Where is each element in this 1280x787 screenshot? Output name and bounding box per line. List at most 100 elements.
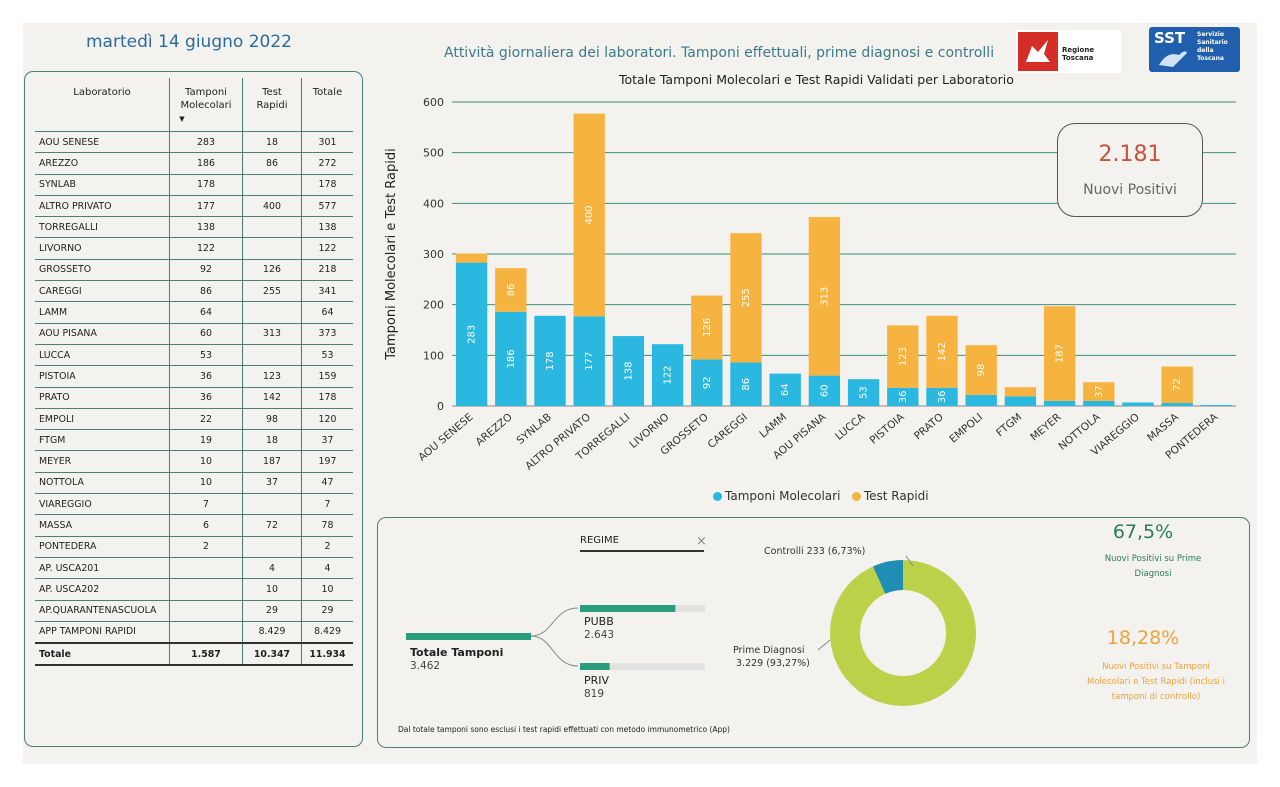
pubb-bar-fill[interactable] bbox=[580, 605, 676, 612]
table-cell bbox=[169, 578, 243, 601]
bar-rapidi[interactable] bbox=[1043, 306, 1076, 401]
bar-rapidi[interactable] bbox=[926, 315, 958, 388]
bar-molecolari[interactable] bbox=[769, 373, 801, 406]
table-cell bbox=[242, 174, 302, 196]
clear-filter-icon[interactable]: × bbox=[696, 534, 707, 549]
priv-bar-fill[interactable] bbox=[580, 663, 610, 670]
bar-molecolari[interactable] bbox=[926, 387, 958, 406]
bar-molecolari[interactable] bbox=[612, 336, 645, 406]
table-row[interactable]: MASSA 6 72 78 bbox=[35, 514, 353, 537]
bar-data-label: 283 bbox=[467, 325, 478, 344]
bar-rapidi[interactable] bbox=[808, 217, 841, 376]
bar-molecolari[interactable] bbox=[651, 344, 684, 406]
table-row[interactable]: TORREGALLI 138 138 bbox=[35, 216, 353, 239]
bar-molecolari[interactable] bbox=[965, 394, 997, 406]
table-row[interactable]: VIAREGGIO 7 7 bbox=[35, 493, 353, 516]
bar-molecolari[interactable] bbox=[691, 359, 723, 406]
table-row[interactable]: MEYER 10 187 197 bbox=[35, 450, 353, 473]
table-row[interactable]: LAMM 64 64 bbox=[35, 301, 353, 324]
table-cell: 10 bbox=[301, 578, 353, 601]
bar-molecolari[interactable] bbox=[730, 362, 762, 406]
donut-leader-lines bbox=[817, 555, 914, 651]
bar-rapidi[interactable] bbox=[1161, 366, 1193, 403]
table-row[interactable]: PISTOIA 36 123 159 bbox=[35, 365, 353, 388]
bar-molecolari[interactable] bbox=[1043, 400, 1076, 406]
table-cell: EMPOLI bbox=[35, 408, 170, 431]
legend-item-molecolari[interactable]: Tamponi Molecolari bbox=[713, 489, 840, 503]
table-cell: FTGM bbox=[35, 429, 170, 452]
y-tick-label: 500 bbox=[423, 147, 444, 160]
y-tick-label: 100 bbox=[423, 349, 444, 362]
table-row[interactable]: NOTTOLA 10 37 47 bbox=[35, 472, 353, 495]
header-test-rapidi[interactable]: Test Rapidi bbox=[242, 78, 302, 132]
table-row[interactable]: AREZZO 186 86 272 bbox=[35, 152, 353, 175]
table-cell: 18 bbox=[242, 131, 302, 154]
tree-connector-pubb bbox=[530, 607, 579, 637]
table-cell: AOU SENESE bbox=[35, 131, 170, 154]
header-totale[interactable]: Totale bbox=[301, 78, 353, 132]
bar-data-label: 255 bbox=[741, 288, 752, 307]
bar-molecolari[interactable] bbox=[1083, 400, 1115, 406]
bar-molecolari[interactable] bbox=[1122, 402, 1154, 406]
table-row[interactable]: AOU SENESE 283 18 301 bbox=[35, 131, 353, 154]
donut-controlli[interactable] bbox=[873, 560, 904, 595]
table-row[interactable]: EMPOLI 22 98 120 bbox=[35, 408, 353, 431]
table-cell: 10 bbox=[169, 472, 243, 495]
table-row[interactable]: ALTRO PRIVATO 177 400 577 bbox=[35, 195, 353, 218]
table-row[interactable]: APP TAMPONI RAPIDI 8.429 8.429 bbox=[35, 621, 353, 644]
table-row[interactable]: LIVORNO 122 122 bbox=[35, 237, 353, 260]
sort-desc-icon: ▼ bbox=[179, 115, 185, 123]
bar-data-label: 92 bbox=[702, 376, 713, 389]
y-tick-label: 300 bbox=[423, 248, 444, 261]
report-date: martedì 14 giugno 2022 bbox=[86, 32, 292, 52]
table-row[interactable]: AP.QUARANTENASCUOLA 29 29 bbox=[35, 600, 353, 622]
table-row[interactable]: SYNLAB 178 178 bbox=[35, 174, 353, 196]
bar-rapidi[interactable] bbox=[573, 113, 605, 317]
table-row[interactable]: PRATO 36 142 178 bbox=[35, 387, 353, 409]
table-row[interactable]: GROSSETO 92 126 218 bbox=[35, 259, 353, 282]
bar-rapidi[interactable] bbox=[887, 325, 919, 388]
table-row[interactable]: AOU PISANA 60 313 373 bbox=[35, 323, 353, 345]
header-tamponi-molecolari[interactable]: Tamponi Molecolari ▼ bbox=[169, 78, 243, 132]
table-cell: 187 bbox=[242, 450, 302, 473]
table-cell: 122 bbox=[169, 237, 243, 260]
bar-molecolari[interactable] bbox=[534, 315, 566, 406]
bar-data-label: 142 bbox=[937, 342, 948, 361]
bar-molecolari[interactable] bbox=[495, 311, 527, 406]
table-cell: 47 bbox=[301, 472, 353, 495]
bar-rapidi[interactable] bbox=[691, 295, 723, 360]
table-row[interactable]: LUCCA 53 53 bbox=[35, 344, 353, 367]
bar-molecolari[interactable] bbox=[1161, 402, 1193, 406]
table-row[interactable]: FTGM 19 18 37 bbox=[35, 429, 353, 452]
bar-molecolari[interactable] bbox=[808, 375, 841, 406]
bar-rapidi[interactable] bbox=[965, 345, 997, 395]
bar-rapidi[interactable] bbox=[730, 233, 762, 363]
table-row[interactable]: AP. USCA201 4 4 bbox=[35, 557, 353, 580]
table-row[interactable]: PONTEDERA 2 2 bbox=[35, 536, 353, 558]
x-tick-label: MASSA bbox=[1145, 411, 1182, 444]
table-body: AOU SENESE 283 18 301 AREZZO 186 86 272 SYNLAB 17… bbox=[35, 131, 353, 667]
bar-molecolari[interactable] bbox=[455, 262, 488, 406]
legend-molecolari-dot bbox=[713, 492, 722, 501]
bar-molecolari[interactable] bbox=[847, 379, 880, 406]
legend-item-rapidi[interactable]: Test Rapidi bbox=[851, 489, 929, 503]
table-cell: 138 bbox=[169, 216, 243, 239]
table-cell bbox=[169, 621, 243, 644]
total-tamponi-bar[interactable] bbox=[406, 633, 531, 640]
bar-molecolari[interactable] bbox=[887, 387, 919, 406]
bar-rapidi[interactable] bbox=[1004, 387, 1037, 397]
header-laboratorio[interactable]: Laboratorio bbox=[35, 78, 170, 132]
bar-rapidi[interactable] bbox=[455, 253, 488, 263]
bar-rapidi[interactable] bbox=[1083, 382, 1115, 401]
bar-molecolari[interactable] bbox=[1004, 396, 1037, 406]
table-row[interactable]: CAREGGI 86 255 341 bbox=[35, 280, 353, 303]
bar-molecolari[interactable] bbox=[1200, 404, 1233, 406]
table-cell: 37 bbox=[301, 429, 353, 452]
table-row[interactable]: AP. USCA202 10 10 bbox=[35, 578, 353, 601]
table-total-cell: Totale bbox=[35, 642, 170, 667]
pct-prime-diagnosi: 67,5% bbox=[1112, 521, 1174, 543]
summary-panel: REGIME × Totale Tamponi 3.462 PUBB 2.643… bbox=[377, 517, 1250, 748]
regime-filter[interactable]: REGIME bbox=[580, 535, 704, 552]
bar-molecolari[interactable] bbox=[573, 316, 605, 406]
bar-rapidi[interactable] bbox=[495, 268, 527, 312]
